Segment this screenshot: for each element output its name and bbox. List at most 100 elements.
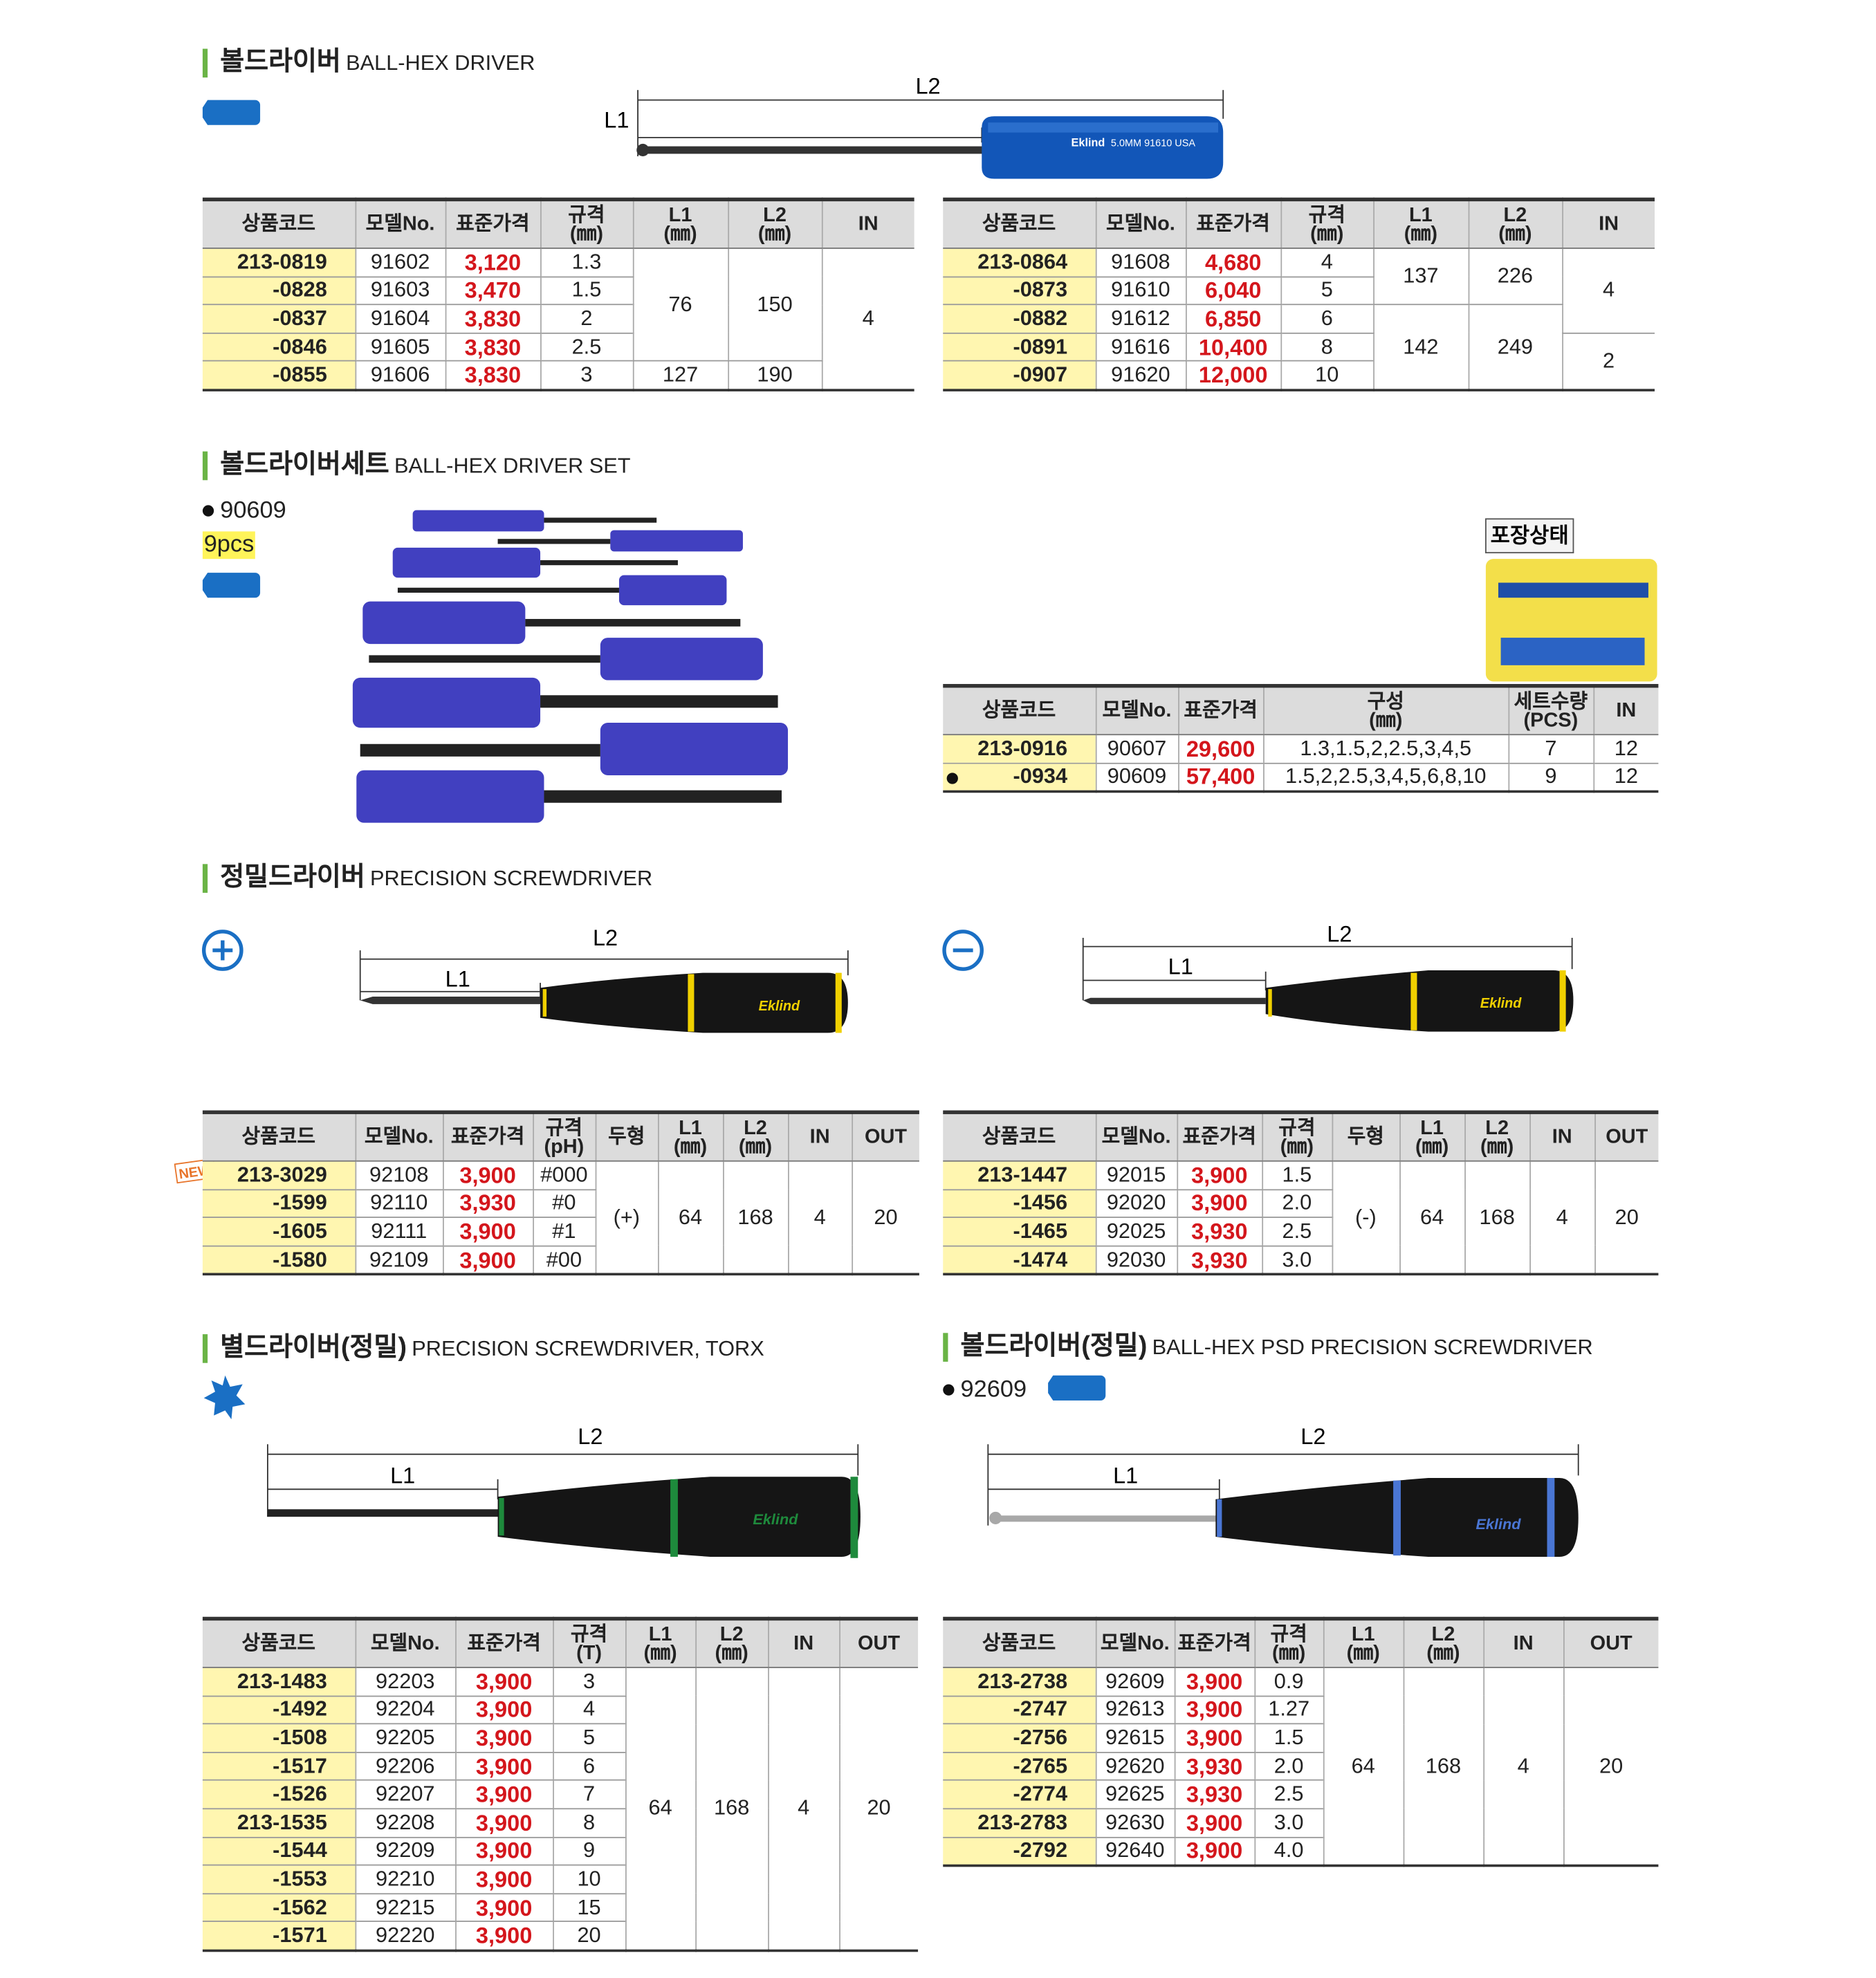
header-row: 상품코드 모델No. 표준가격 규격 (㎜) L1 (㎜) L2 (㎜) IN (943, 199, 1655, 249)
price: 3,930 (1176, 1246, 1262, 1275)
cell: 92215 (354, 1893, 456, 1923)
cell: 4.0 (1253, 1837, 1323, 1867)
dim-label: L1 (390, 1463, 415, 1488)
cell: 7 (1507, 734, 1594, 764)
table-row: 213-0864 91608 4,680 4 137 226 4 (943, 248, 1655, 334)
price: 3,900 (1173, 1837, 1255, 1867)
price: 3,900 (454, 1723, 553, 1753)
cell: 1.27 (1253, 1695, 1323, 1725)
shaft (544, 517, 657, 523)
section-title: 볼드라이버세트 BALL-HEX DRIVER SET (202, 450, 631, 481)
product-code: 213-1535 (202, 1809, 356, 1838)
product-code: -1605 (202, 1217, 356, 1247)
dims (359, 938, 1573, 1001)
bullet (202, 506, 214, 517)
hex-icon (202, 100, 261, 125)
handle (600, 723, 789, 775)
product-code: -2792 (943, 1837, 1096, 1867)
header-cell: 규격 (pH) (532, 1112, 596, 1162)
header-cell: OUT (838, 1618, 919, 1668)
band (1217, 1499, 1222, 1537)
table-row: -1474 92030 3,930 3.0 (943, 1246, 1658, 1275)
header-cell: 규격 (㎜) (1280, 199, 1374, 249)
header-cell: L1 (㎜) (1322, 1618, 1404, 1668)
spec-table: 상품코드 모델No. 표준가격 규격 (㎜) L1 (㎜) L2 (㎜) IN OUT 213-… (943, 1616, 1659, 1867)
ball-tip (636, 143, 650, 156)
price: 3,930 (442, 1189, 533, 1219)
cell: 15 (552, 1893, 625, 1923)
price: 3,830 (444, 333, 541, 362)
cell: 4 (1482, 1667, 1563, 1867)
cell: 168 (1464, 1161, 1530, 1275)
dim-label: L2 (578, 1424, 603, 1449)
cell: 92110 (354, 1189, 443, 1219)
cell: 4 (787, 1161, 852, 1275)
product-code: -0934 (943, 763, 1096, 793)
cell: 168 (1402, 1667, 1484, 1867)
cell: 92025 (1094, 1217, 1177, 1247)
cell: 1.3,1.5,2,2.5,3,4,5 (1262, 734, 1509, 764)
header-cell: OUT (851, 1112, 919, 1162)
product-code: -0828 (202, 276, 356, 306)
cell: 226 (1467, 248, 1563, 306)
price: 4,680 (1185, 248, 1281, 277)
product-code: -1599 (202, 1189, 356, 1219)
header-cell: 세트수량 (PCS) (1507, 685, 1594, 736)
cell: 92220 (354, 1921, 456, 1952)
price: 10,400 (1185, 333, 1281, 362)
table-row: 213-0916 90607 29,600 1.3,1.5,2,2.5,3,4,5 7 1… (943, 734, 1659, 764)
product-code: -2774 (943, 1780, 1096, 1810)
spec-table: 상품코드 모델No. 표준가격 규격 (㎜) L1 (㎜) L2 (㎜) IN 213-086… (943, 197, 1655, 391)
header-cell: IN (820, 199, 914, 249)
cell: 92613 (1094, 1695, 1175, 1725)
price: 3,900 (1173, 1695, 1255, 1725)
band (688, 974, 695, 1032)
model: 92609 (960, 1376, 1027, 1403)
table-row: -1580 92109 3,900 #00 (202, 1246, 919, 1275)
cell: 9 (1507, 763, 1594, 793)
price: 57,400 (1177, 763, 1264, 793)
product-code: 213-2783 (943, 1809, 1096, 1838)
cell: 92015 (1094, 1161, 1177, 1190)
cell: 2.5 (1261, 1217, 1332, 1247)
packaging-label: 포장상태 (1491, 524, 1569, 548)
handle (610, 530, 743, 552)
price: 3,900 (442, 1217, 533, 1247)
handle (618, 575, 727, 606)
title-ko: 볼드라이버세트 (220, 450, 389, 479)
cell: 90609 (1094, 763, 1179, 793)
header-cell: OUT (1563, 1618, 1659, 1668)
product-code: -2765 (943, 1752, 1096, 1782)
cell: 1.5 (1261, 1161, 1332, 1190)
header-cell: L1 (㎜) (632, 199, 728, 249)
dim-label: L2 (1327, 921, 1352, 946)
cell: 20 (851, 1161, 919, 1275)
table-row: -1456 92020 3,900 2.0 (943, 1189, 1658, 1219)
brand: Eklind (1480, 996, 1522, 1011)
cell: 10 (1280, 361, 1374, 391)
cell: 92203 (354, 1667, 456, 1697)
table-row: -1517 92206 3,900 6 (202, 1752, 918, 1782)
price: 3,900 (454, 1695, 553, 1725)
product-code: -2756 (943, 1723, 1096, 1753)
cell: 137 (1372, 248, 1469, 306)
table-row: 213-0819 91602 3,120 1.3 76 150 4 (202, 248, 914, 391)
product-code: -0891 (943, 333, 1096, 362)
brand: Eklind (753, 1510, 798, 1528)
product-code: 213-0864 (943, 248, 1096, 277)
table-row: 213-2783 92630 3,900 3.0 (943, 1809, 1658, 1838)
shaft (1083, 997, 1266, 1004)
header-cell: 모델No. (1094, 1618, 1175, 1668)
torx-figures: L2 L1 L2 L1 Eklind Eklind (203, 1375, 1579, 1558)
table-row: -1492 92204 3,900 4 (202, 1695, 918, 1725)
table-row: -1508 92205 3,900 5 (202, 1723, 918, 1753)
price: 3,900 (442, 1246, 533, 1275)
product-code: -1517 (202, 1752, 356, 1782)
price: 3,900 (442, 1161, 533, 1190)
spec-table: 상품코드 모델No. 표준가격 규격 (㎜) L1 (㎜) L2 (㎜) IN 213-081… (202, 197, 914, 391)
cell: 2.0 (1253, 1752, 1323, 1782)
header-cell: 두형 (1331, 1112, 1400, 1162)
cell: #0 (532, 1189, 596, 1219)
header-cell: 모델No. (1094, 199, 1186, 249)
price: 3,900 (454, 1809, 553, 1838)
